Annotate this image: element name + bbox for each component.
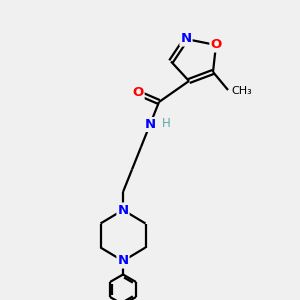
Text: N: N <box>117 203 129 217</box>
Text: N: N <box>117 254 129 268</box>
Text: O: O <box>210 38 222 52</box>
Text: CH₃: CH₃ <box>232 86 252 97</box>
Text: N: N <box>180 32 192 46</box>
Text: N: N <box>144 118 156 131</box>
Text: O: O <box>132 86 144 100</box>
Text: H: H <box>161 116 170 130</box>
